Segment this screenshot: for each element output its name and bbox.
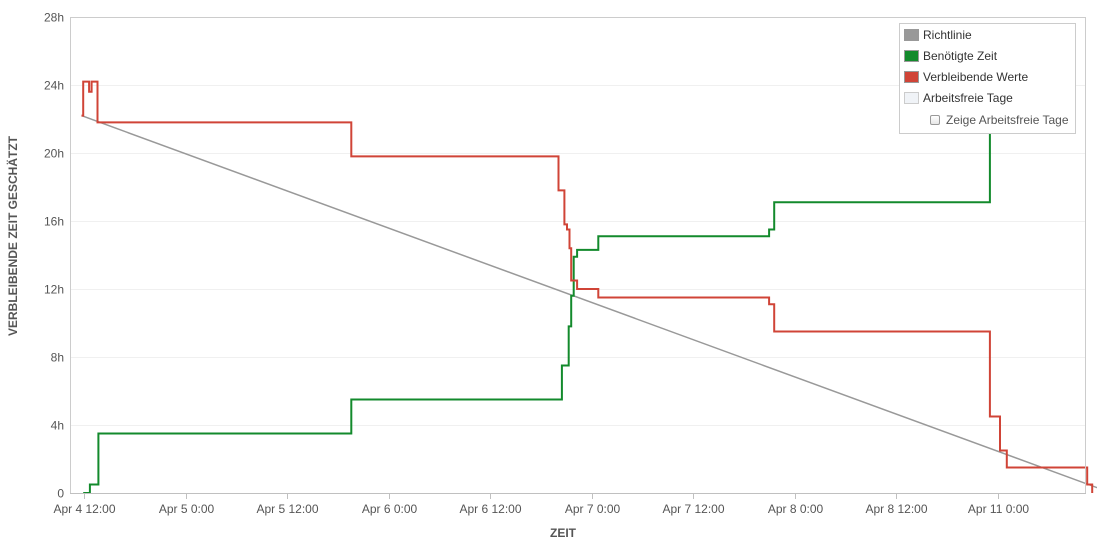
y-tick-label: 0 — [57, 487, 64, 501]
axes — [70, 17, 1086, 494]
series-line-richtlinie — [81, 114, 1097, 489]
series-line-benoetigte-zeit — [83, 115, 996, 494]
x-tick-label: Apr 11 0:00 — [968, 502, 1029, 516]
legend-item-richtlinie[interactable]: Richtlinie — [904, 27, 972, 43]
y-tick-label: 16h — [44, 215, 64, 229]
x-tick-label: Apr 6 12:00 — [459, 502, 521, 516]
y-tick-label: 4h — [51, 419, 64, 433]
y-tick-label: 20h — [44, 147, 64, 161]
y-axis-title: VERBLEIBENDE ZEIT GESCHÄTZT — [5, 135, 20, 336]
legend-swatch-verbleibende-werte — [904, 71, 919, 83]
y-tick-label: 12h — [44, 283, 64, 297]
x-axis-title: ZEIT — [550, 526, 577, 540]
y-axis-ticks: 0 4h 8h 12h 16h 20h 24h 28h — [44, 11, 64, 501]
x-tick-label: Apr 6 0:00 — [362, 502, 418, 516]
x-axis-ticks: Apr 4 12:00 Apr 5 0:00 Apr 5 12:00 Apr 6 0:… — [53, 493, 1029, 516]
x-tick-label: Apr 5 12:00 — [256, 502, 318, 516]
legend-item-arbeitsfreie-tage[interactable]: Arbeitsfreie Tage — [904, 90, 1013, 106]
y-tick-label: 24h — [44, 79, 64, 93]
legend-label-richtlinie: Richtlinie — [923, 28, 972, 42]
x-tick-label: Apr 5 0:00 — [159, 502, 215, 516]
legend-label-verbleibende-werte: Verbleibende Werte — [923, 70, 1029, 84]
legend-label-arbeitsfreie-tage: Arbeitsfreie Tage — [923, 91, 1013, 105]
legend-item-benoetigte-zeit[interactable]: Benötigte Zeit — [904, 48, 997, 64]
legend-label-benoetigte-zeit: Benötigte Zeit — [923, 49, 998, 63]
y-tick-label: 8h — [51, 351, 64, 365]
y-tick-label: 28h — [44, 11, 64, 25]
x-tick-label: Apr 7 0:00 — [565, 502, 621, 516]
x-tick-label: Apr 7 12:00 — [662, 502, 724, 516]
series-line-verbleibende-werte — [81, 80, 1094, 493]
x-tick-label: Apr 8 12:00 — [865, 502, 927, 516]
show-non-working-days-checkbox[interactable] — [930, 115, 940, 125]
legend-item-verbleibende-werte[interactable]: Verbleibende Werte — [904, 69, 1028, 85]
x-tick-label: Apr 4 12:00 — [53, 502, 115, 516]
legend-swatch-benoetigte-zeit — [904, 50, 919, 62]
legend: Richtlinie Benötigte Zeit Verbleibende W… — [899, 23, 1076, 134]
series-layer — [81, 80, 1097, 494]
show-non-working-days-toggle[interactable]: Zeige Arbeitsfreie Tage — [930, 113, 1069, 127]
legend-swatch-arbeitsfreie-tage — [904, 92, 919, 104]
x-tick-label: Apr 8 0:00 — [768, 502, 824, 516]
show-non-working-days-label: Zeige Arbeitsfreie Tage — [946, 113, 1069, 127]
legend-swatch-richtlinie — [904, 29, 919, 41]
